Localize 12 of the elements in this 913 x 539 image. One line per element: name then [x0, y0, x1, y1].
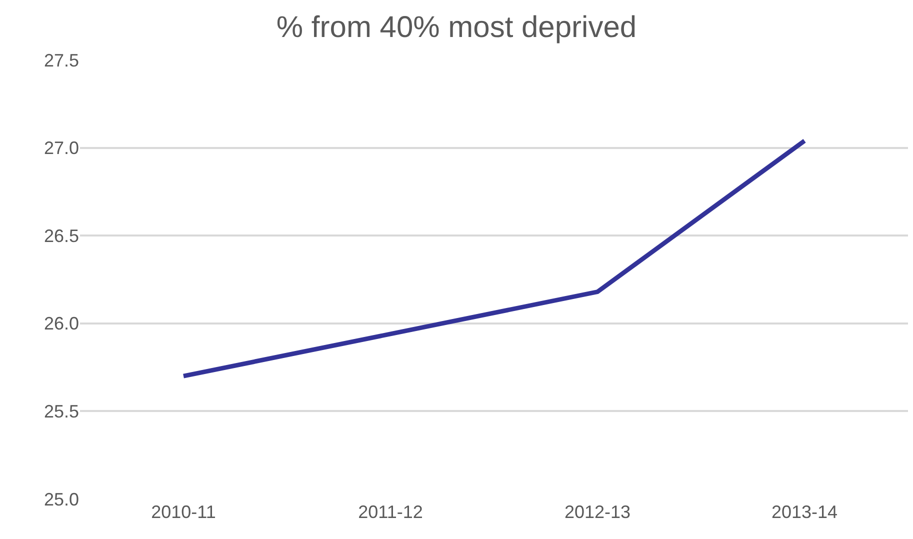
x-tick-label: 2010-11 [151, 502, 216, 522]
y-tick-label: 26.5 [44, 226, 79, 246]
y-tick-label: 25.5 [44, 402, 79, 422]
line-series [181, 138, 807, 378]
y-tick-label: 25.0 [44, 489, 79, 510]
y-tick-label: 27.5 [44, 50, 79, 70]
y-tick-label: 27.0 [44, 138, 79, 158]
y-tick-label: 26.0 [44, 314, 79, 334]
x-tick-label: 2011-12 [358, 502, 423, 522]
x-tick-label: 2013-14 [771, 502, 838, 522]
x-tick-label: 2012-13 [564, 502, 631, 522]
chart-title: % from 40% most deprived [276, 11, 637, 44]
